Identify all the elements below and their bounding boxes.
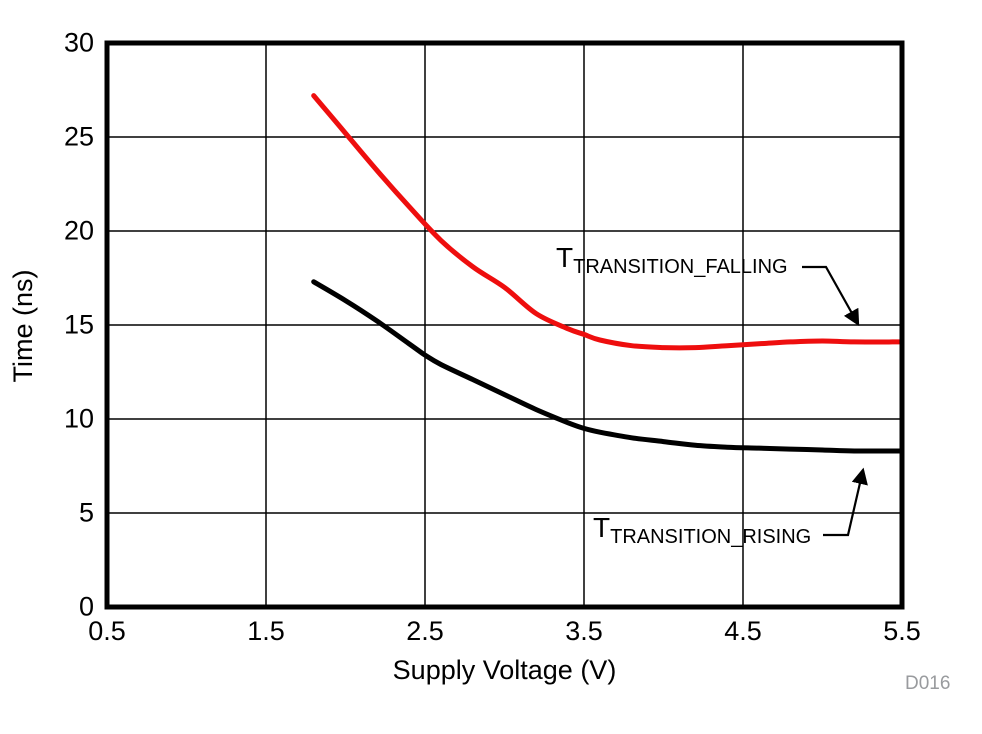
falling-curve-label-main: T — [556, 242, 574, 273]
y-axis-title: Time (ns) — [8, 269, 38, 383]
falling-curve-label: TTRANSITION_FALLING — [556, 243, 788, 282]
curve-t_transition_rising — [311, 279, 905, 454]
x-tick-label: 3.5 — [565, 616, 603, 646]
falling-curve-label-subscript: TRANSITION_FALLING — [573, 256, 788, 278]
y-tick-label: 25 — [63, 121, 94, 152]
x-tick-label: 4.5 — [724, 616, 762, 646]
rising-curve-label-main: T — [593, 512, 611, 543]
falling-label-arrow — [802, 265, 860, 327]
x-tick-label: 0.5 — [88, 616, 126, 646]
curve-t_transition_falling — [311, 93, 905, 351]
x-tick-label: 5.5 — [883, 616, 921, 646]
figure-code: D016 — [905, 673, 951, 694]
rising-curve-label-subscript: TRANSITION_RISING — [610, 526, 812, 548]
y-tick-label: 15 — [63, 309, 94, 340]
rising-curve-label: TTRANSITION_RISING — [593, 513, 811, 552]
y-tick-label: 20 — [63, 215, 94, 246]
x-tick-label: 1.5 — [247, 616, 285, 646]
y-tick-label: 0 — [78, 591, 94, 622]
rising-label-arrow — [823, 467, 868, 537]
x-tick-label: 2.5 — [406, 616, 444, 646]
y-tick-label: 30 — [63, 27, 94, 58]
y-tick-label: 10 — [63, 403, 94, 434]
x-axis-title: Supply Voltage (V) — [392, 655, 617, 685]
y-tick-label: 5 — [78, 497, 94, 528]
plot-border — [104, 40, 905, 610]
